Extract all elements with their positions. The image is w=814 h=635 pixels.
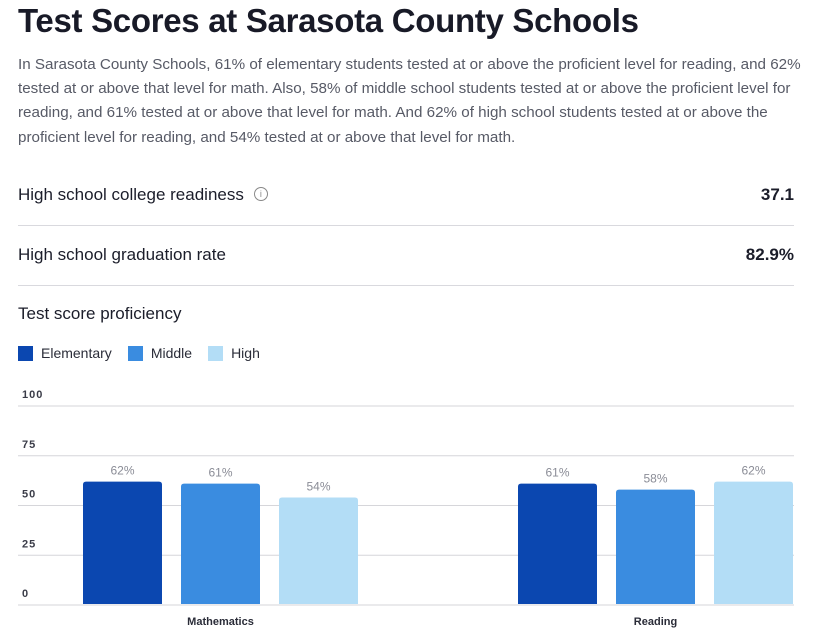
bar-middle-mathematics [181,483,260,604]
bar-value-label: 58% [643,472,667,486]
bar-value-label: 61% [208,466,232,480]
legend-item-high: High [208,345,260,361]
y-tick-label: 25 [22,538,36,550]
legend-swatch [127,345,143,361]
y-tick-label: 75 [22,439,36,451]
legend-label: Middle [150,345,193,361]
metric-graduation-rate: High school graduation rate 82.9% [18,225,794,286]
metric-value: 37.1 [760,185,794,204]
metric-label: High school graduation rate [18,245,226,264]
x-category-label: Reading [634,616,677,628]
metric-label-wrap: High school college readiness i [18,185,268,205]
bar-value-label: 62% [110,464,134,478]
metric-label: High school college readiness [18,185,244,204]
y-tick-label: 0 [22,588,29,600]
y-tick-label: 50 [22,489,36,501]
section-title: Test score proficiency [18,304,182,323]
intro-text: In Sarasota County Schools, 61% of eleme… [18,56,801,146]
bar-elementary-mathematics [83,481,162,604]
y-tick-label: 100 [22,389,43,401]
x-category-label: Mathematics [187,616,254,628]
metric-value: 82.9% [745,245,794,264]
legend-item-middle: Middle [127,345,193,361]
legend-label: Elementary [41,345,112,361]
legend-label: High [231,345,260,361]
legend-item-elementary: Elementary [18,345,112,361]
bar-high-mathematics [279,497,358,604]
bar-middle-reading [616,489,695,604]
legend-swatch [208,345,224,361]
page-title: Test Scores at Sarasota County Schools [18,2,639,39]
bar-value-label: 61% [545,466,569,480]
legend-swatch [18,345,33,361]
bar-high-reading [714,481,793,604]
bar-elementary-reading [518,483,597,604]
metric-college-readiness: High school college readiness i 37.1 [18,165,794,226]
info-icon[interactable]: i [253,186,268,201]
chart-legend: Elementary Middle High [18,345,276,361]
bar-value-label: 62% [741,464,765,478]
bar-value-label: 54% [306,480,330,494]
